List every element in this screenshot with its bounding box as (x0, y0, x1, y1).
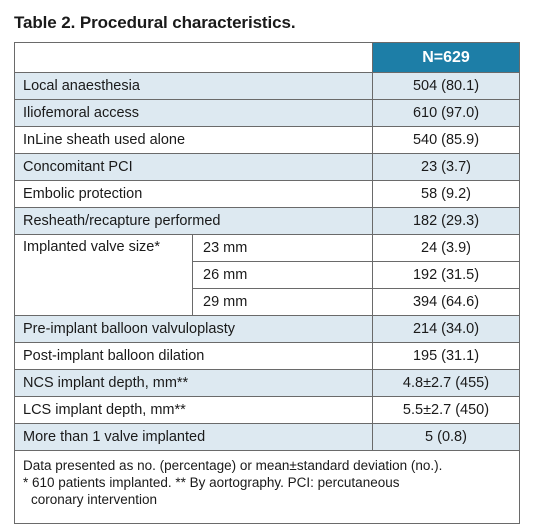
row-value: 5.5±2.7 (450) (372, 396, 520, 424)
row-label: Local anaesthesia (14, 72, 373, 100)
row-label: Pre-implant balloon valvuloplasty (14, 315, 373, 343)
row-label: NCS implant depth, mm** (14, 369, 373, 397)
footnote-row: Data presented as no. (percentage) or me… (14, 450, 520, 524)
table-row: NCS implant depth, mm** 4.8±2.7 (455) (14, 369, 520, 397)
row-value: 610 (97.0) (372, 99, 520, 127)
table-row: LCS implant depth, mm** 5.5±2.7 (450) (14, 396, 520, 424)
valve-size-row: 26 mm 192 (31.5) (15, 261, 520, 289)
valve-size-value: 192 (31.5) (372, 261, 520, 289)
footnote-line: Data presented as no. (percentage) or me… (23, 458, 443, 473)
table-header-row: N=629 (14, 42, 520, 73)
table-row: Resheath/recapture performed 182 (29.3) (14, 207, 520, 235)
table-row: Iliofemoral access 610 (97.0) (14, 99, 520, 127)
row-value: 540 (85.9) (372, 126, 520, 154)
row-value: 5 (0.8) (372, 423, 520, 451)
row-label: LCS implant depth, mm** (14, 396, 373, 424)
valve-size-value: 24 (3.9) (372, 234, 520, 262)
row-value: 195 (31.1) (372, 342, 520, 370)
row-label: Concomitant PCI (14, 153, 373, 181)
table-title: Table 2. Procedural characteristics. (14, 13, 296, 32)
valve-size-value: 394 (64.6) (372, 288, 520, 316)
row-value: 214 (34.0) (372, 315, 520, 343)
table-row: Post-implant balloon dilation 195 (31.1) (14, 342, 520, 370)
procedural-characteristics-table: N=629 Local anaesthesia 504 (80.1) Iliof… (14, 42, 520, 524)
footnote-line: coronary intervention (31, 492, 158, 507)
row-value: 23 (3.7) (372, 153, 520, 181)
table-row: Local anaesthesia 504 (80.1) (14, 72, 520, 100)
footnote-line: * 610 patients implanted. ** By aortogra… (23, 475, 400, 490)
table-row: More than 1 valve implanted 5 (0.8) (14, 423, 520, 451)
row-label: Iliofemoral access (14, 99, 373, 127)
row-value: 504 (80.1) (372, 72, 520, 100)
table-row: Pre-implant balloon valvuloplasty 214 (3… (14, 315, 520, 343)
row-value: 4.8±2.7 (455) (372, 369, 520, 397)
table-row: Embolic protection 58 (9.2) (14, 180, 520, 208)
table-footnote: Data presented as no. (percentage) or me… (14, 450, 520, 524)
row-label: More than 1 valve implanted (14, 423, 373, 451)
valve-size-option: 26 mm (192, 261, 373, 289)
valve-size-row: Implanted valve size* 23 mm 24 (3.9) (14, 234, 520, 316)
row-label: Resheath/recapture performed (14, 207, 373, 235)
valve-size-label: Implanted valve size* (14, 234, 193, 316)
table-row: InLine sheath used alone 540 (85.9) (14, 126, 520, 154)
row-value: 182 (29.3) (372, 207, 520, 235)
valve-size-option: 29 mm (192, 288, 373, 316)
row-value: 58 (9.2) (372, 180, 520, 208)
row-label: Post-implant balloon dilation (14, 342, 373, 370)
header-blank-cell (14, 42, 373, 73)
valve-size-option: 23 mm (192, 234, 373, 262)
header-n-cell: N=629 (372, 42, 520, 73)
row-label: Embolic protection (14, 180, 373, 208)
row-label: InLine sheath used alone (14, 126, 373, 154)
table-row: Concomitant PCI 23 (3.7) (14, 153, 520, 181)
